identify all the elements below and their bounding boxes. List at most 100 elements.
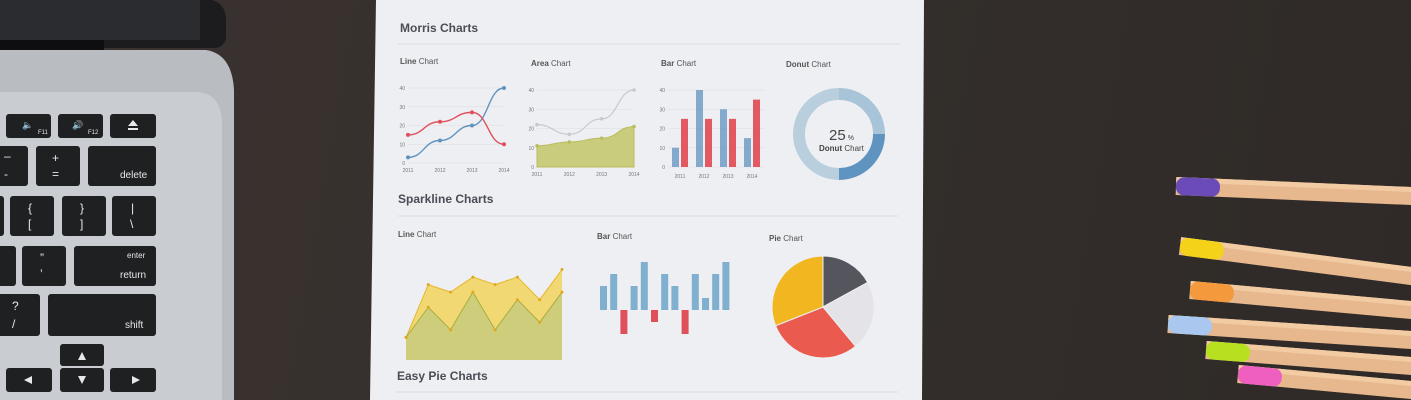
area-chart-point (567, 140, 572, 144)
sparkline-bar-chart (600, 262, 730, 334)
area-chart-ytick-label: 30 (528, 107, 534, 113)
bar-chart-xtick-label: 2013 (722, 174, 733, 180)
area-chart-xtick-label: 2014 (628, 172, 639, 178)
area-chart-ytick-label: 20 (528, 127, 534, 133)
title-bar-chart: Bar Chart (661, 59, 697, 68)
pencil-highlight (1180, 237, 1411, 275)
sparkline-area-point (471, 290, 475, 294)
key-label-shift: shift (125, 320, 144, 331)
paper-sheet: Morris Charts Sparkline Charts Easy Pie … (370, 0, 924, 400)
key-backslash[interactable] (112, 196, 156, 236)
key-delete[interactable] (88, 146, 156, 186)
sparkline-bar (671, 286, 679, 310)
area-chart-xtick-label: 2012 (564, 172, 575, 178)
key-minus[interactable] (0, 146, 28, 186)
sparkline-area-point (471, 275, 475, 279)
key-slash[interactable] (0, 294, 40, 336)
sparkline-area-point (515, 275, 519, 279)
sparkline-area-point (538, 298, 542, 302)
line-chart: 0 10 20 30 40 2011 2012 2013 2014 (399, 86, 510, 174)
pencil (1189, 281, 1411, 321)
key-plus[interactable] (36, 146, 80, 186)
pie-chart-slice (771, 255, 824, 327)
sparkline-bar (640, 262, 648, 310)
key-semicolon[interactable] (0, 246, 16, 286)
bar-chart-bar (720, 109, 727, 167)
volume-down-icon: 🔈 (22, 120, 33, 131)
sparkline-bar (722, 262, 730, 310)
line-chart-point (502, 86, 506, 90)
key-label-bracket-open: [ (28, 217, 32, 231)
line-chart-ytick-label: 40 (399, 86, 405, 92)
arrow-left-icon (24, 376, 32, 384)
laptop-screen (0, 0, 200, 40)
line-chart-ytick-label: 20 (399, 124, 405, 130)
line-chart-xtick-label: 2011 (403, 168, 414, 174)
title-sparkline-pie: Pie Chart (769, 234, 804, 243)
sparkline-area-point (515, 298, 519, 302)
bar-chart-xtick-label: 2011 (675, 174, 686, 180)
line-chart-point (406, 155, 410, 160)
key-label-pipe: | (131, 201, 134, 215)
donut-center-value: 25% (829, 127, 854, 144)
line-chart-point (470, 123, 474, 128)
area-chart-ytick-label: 0 (531, 165, 534, 171)
pencil (1175, 177, 1411, 206)
key-shift[interactable] (48, 294, 156, 336)
sparkline-bar (630, 286, 638, 310)
key-label-slash: / (12, 317, 16, 331)
arrow-down-icon (78, 376, 86, 384)
sparkline-area-line (405, 269, 563, 338)
pencil-highlight (1206, 341, 1411, 364)
key-return[interactable] (74, 246, 156, 286)
pencil-tip (1175, 177, 1221, 197)
pencil (1237, 365, 1411, 400)
line-chart-point (438, 138, 442, 143)
key-label-equals: = (52, 167, 59, 181)
line-chart-series-line (407, 87, 505, 159)
area-chart: 0 10 20 30 40 2011 2012 2013 2014 (528, 88, 639, 178)
title-sparkline-bar: Bar Chart (597, 232, 633, 241)
sparkline-area-point (449, 290, 453, 294)
sparkline-area-point (538, 320, 542, 324)
bar-chart-ytick-label: 20 (659, 127, 665, 133)
pencil-tip (1167, 315, 1212, 336)
bar-chart-bar (696, 90, 703, 167)
sparkline-area-point (426, 305, 430, 309)
key-f12[interactable] (58, 114, 103, 138)
key-label-squote: ’ (40, 267, 43, 281)
key-f11[interactable] (6, 114, 51, 138)
sparkline-bar (600, 286, 607, 310)
pencil-tip (1237, 365, 1282, 387)
pencil-tip (1205, 341, 1250, 362)
key-quote[interactable] (22, 246, 66, 286)
line-chart-point (502, 142, 506, 147)
bar-chart-bar (672, 147, 679, 167)
area-chart-point (535, 144, 539, 148)
area-chart-ytick-label: 10 (528, 146, 534, 152)
bar-chart-bar (753, 99, 760, 167)
key-label-plus: + (52, 151, 59, 165)
key-bracket-close[interactable] (62, 196, 106, 236)
key-bracket-open[interactable] (10, 196, 54, 236)
pencil-highlight (1238, 365, 1411, 388)
key-p[interactable] (0, 196, 4, 236)
key-label-f12: F12 (88, 130, 99, 136)
volume-up-icon: 🔊 (72, 119, 83, 131)
sparkline-area-chart (404, 268, 564, 360)
key-label-minus: – (4, 149, 11, 163)
sparkline-area-point (426, 283, 430, 287)
line-chart-point (470, 110, 474, 115)
pie-chart-slice (774, 306, 857, 359)
area-chart-point (632, 124, 636, 129)
bar-chart: 0 10 20 30 40 2011 2012 2013 2014 (659, 88, 764, 180)
sparkline-bar (702, 298, 709, 310)
bar-chart-bar (681, 118, 688, 167)
pencil (1178, 237, 1411, 288)
pencil-highlight (1190, 281, 1411, 308)
section-title-easy-pie: Easy Pie Charts (397, 369, 488, 383)
sparkline-bar (651, 310, 658, 322)
line-chart-xtick-label: 2012 (434, 168, 445, 174)
title-area-chart: Area Chart (531, 59, 571, 68)
title-donut-chart: Donut Chart (786, 60, 832, 69)
